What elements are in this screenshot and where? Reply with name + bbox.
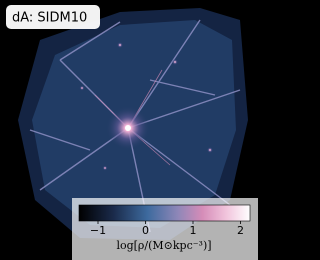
label-box [6, 5, 100, 29]
colorbar [78, 204, 251, 222]
colorbar-label: log[ρ/(M⊙kpc⁻³)] [116, 239, 211, 252]
simulation-panel: dA: SIDM10 log[ρ/(M⊙kpc⁻³)] −1 0 1 2 [6, 5, 258, 260]
density-field [18, 8, 248, 240]
colorbar-tick-label: 2 [237, 224, 244, 237]
colorbar-tick-label: −1 [90, 224, 106, 237]
panel-label: dA: SIDM10 [12, 11, 87, 26]
colorbar-tick-label: 0 [142, 224, 149, 237]
colorbar-tick-label: 1 [190, 224, 197, 237]
